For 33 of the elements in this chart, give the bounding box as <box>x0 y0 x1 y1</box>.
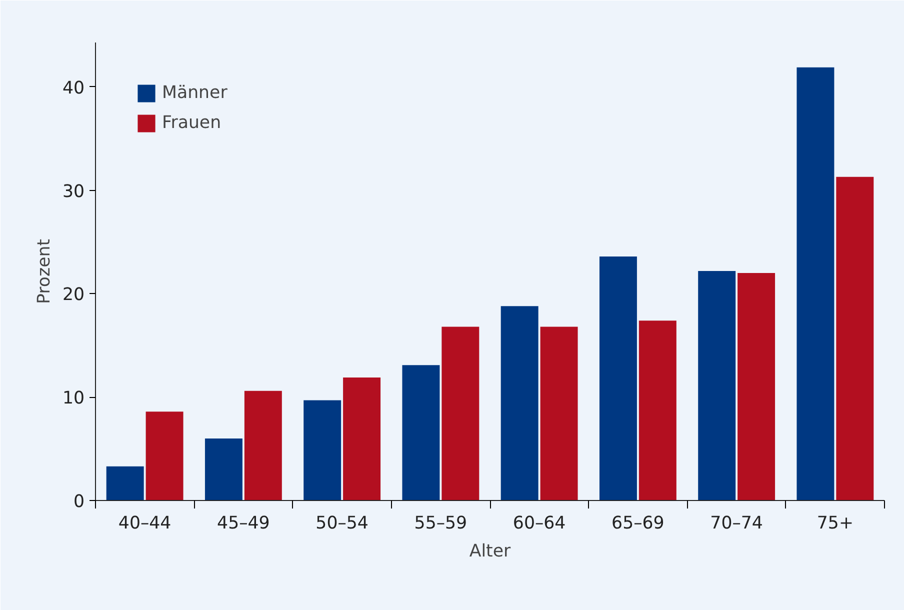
bar <box>599 256 637 500</box>
y-tick-label: 10 <box>62 388 85 409</box>
y-tick-label: 30 <box>62 182 85 202</box>
y-axis-title: Prozent <box>34 238 54 304</box>
x-tick-label: 65–69 <box>612 514 664 534</box>
x-axis-title: Alter <box>469 542 512 562</box>
x-tick-label: 75+ <box>816 514 854 534</box>
x-tick-label: 70–74 <box>710 514 763 534</box>
x-tick-label: 45–49 <box>217 514 270 534</box>
bar <box>106 466 144 500</box>
y-tick-label: 40 <box>62 78 85 98</box>
bar <box>304 400 342 500</box>
x-tick-label: 55–59 <box>414 514 468 534</box>
legend-label: Männer <box>162 83 228 103</box>
x-tick-label: 40–44 <box>118 514 172 534</box>
bar <box>698 270 736 500</box>
x-tick-label: 50–54 <box>316 514 368 534</box>
bar <box>146 412 184 500</box>
bar <box>540 326 578 500</box>
bar <box>343 377 381 500</box>
y-tick-label: 20 <box>62 285 85 306</box>
bar <box>836 176 874 500</box>
bar <box>442 326 480 500</box>
bar <box>500 306 538 500</box>
bar <box>402 365 440 500</box>
x-tick-label: 60–64 <box>512 514 566 534</box>
bar <box>204 438 242 500</box>
y-tick-label: 0 <box>73 492 85 512</box>
bar <box>796 67 834 500</box>
bar <box>738 273 776 500</box>
bar <box>638 320 676 500</box>
legend-label: Frauen <box>162 113 222 133</box>
bar <box>244 390 282 500</box>
